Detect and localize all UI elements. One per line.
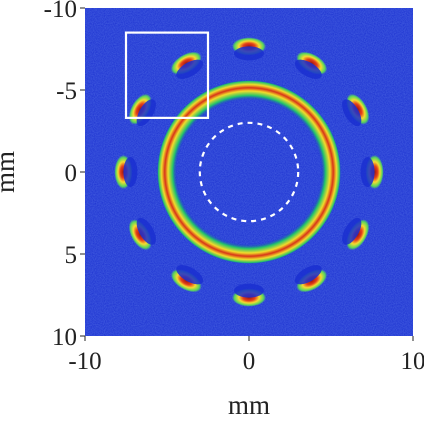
x-tick-label: 10: [401, 348, 424, 375]
y-tick-label: 0: [65, 160, 78, 187]
crescent-spot: [232, 37, 266, 61]
x-tick-label: -10: [68, 348, 101, 375]
x-tick-label: 0: [243, 348, 256, 375]
crescent-spot: [342, 217, 370, 251]
crescent-spot: [342, 93, 370, 127]
main-ring: [156, 79, 342, 265]
plot-area: [85, 8, 413, 336]
crescent-spot: [128, 217, 156, 251]
crescent-spot: [232, 283, 266, 307]
y-tick-label: 10: [52, 324, 77, 351]
crescent-spot: [114, 155, 138, 189]
highlight-box: [124, 31, 210, 119]
crescent-spot: [170, 265, 204, 293]
y-tick-label: -10: [44, 0, 77, 23]
crescent-spot: [360, 155, 384, 189]
dashed-reference-circle: [198, 121, 300, 223]
x-axis-label: mm: [228, 390, 270, 420]
y-axis-label: mm: [0, 151, 20, 193]
heatmap-marks: [114, 31, 384, 307]
y-tick-label: 5: [65, 242, 78, 269]
y-tick-label: -5: [56, 78, 77, 105]
crescent-spot: [294, 51, 328, 79]
crescent-spot: [294, 265, 328, 293]
crescent-spot: [170, 51, 204, 79]
